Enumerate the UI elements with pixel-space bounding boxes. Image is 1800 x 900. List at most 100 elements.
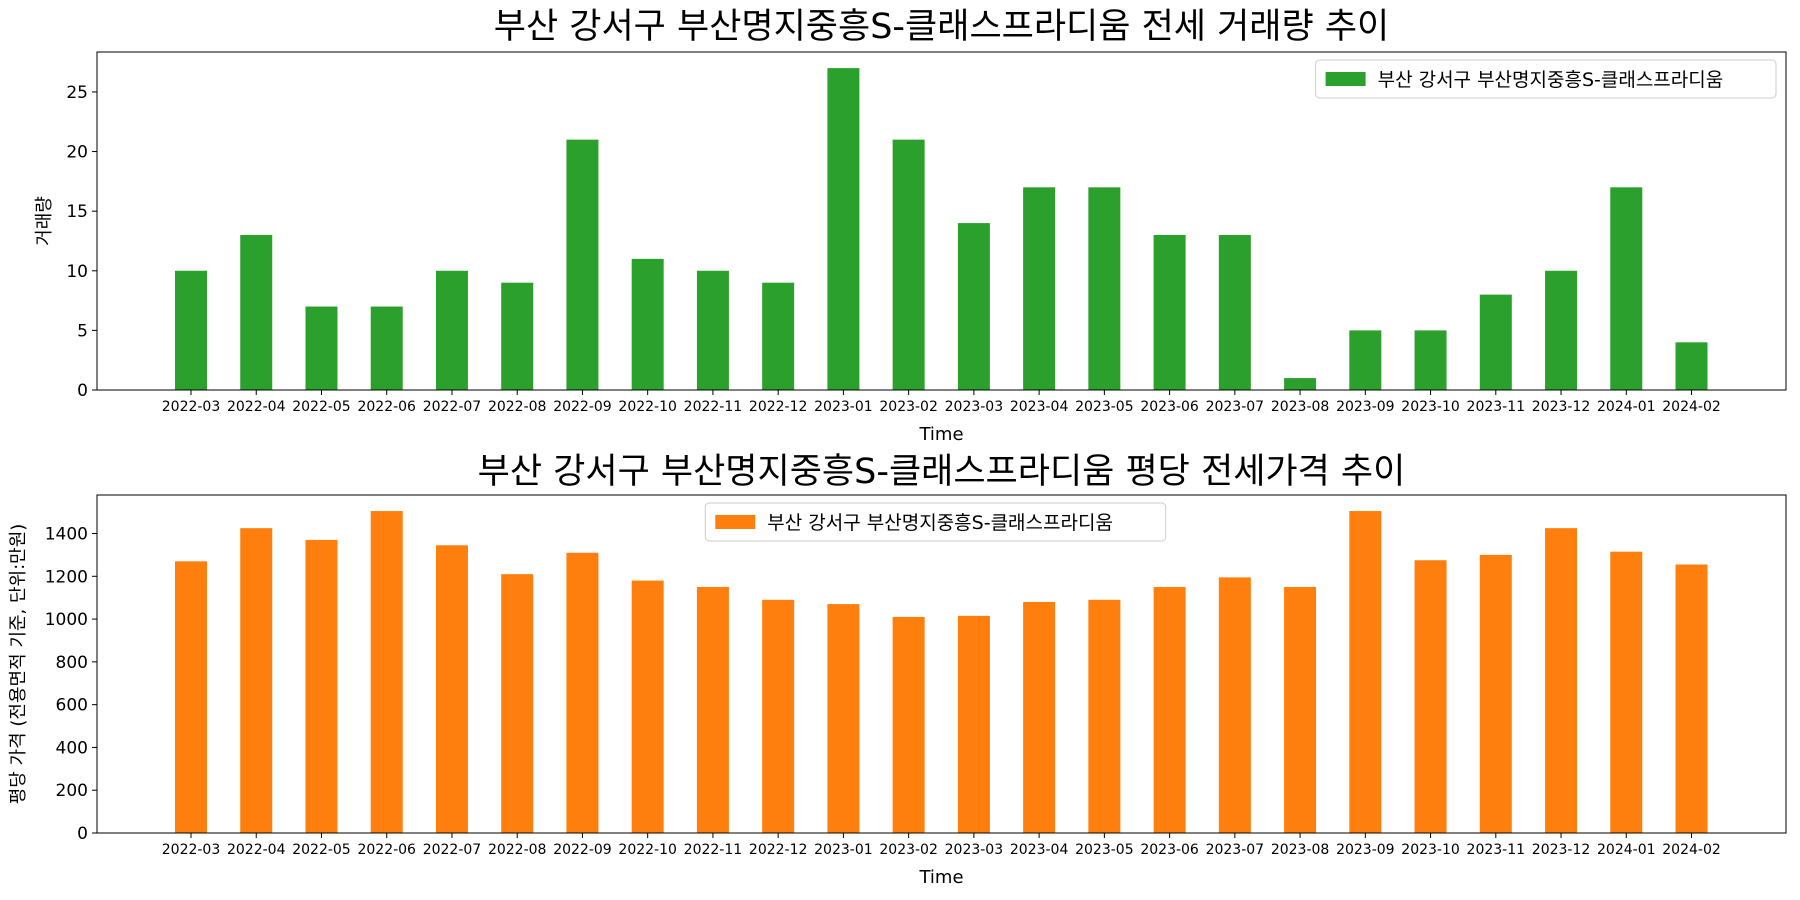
y-axis-label: 평당 가격 (전용면적 기준, 단위:만원) <box>8 524 29 805</box>
legend: 부산 강서구 부산명지중흥S-클래스프라디움 <box>704 502 1167 542</box>
bar-2024-02 <box>1675 564 1708 833</box>
bar-2023-05 <box>1088 187 1121 390</box>
x-tick-label: 2024-01 <box>1597 399 1656 415</box>
x-tick-label: 2023-01 <box>814 842 873 858</box>
x-tick-label: 2023-10 <box>1401 399 1460 415</box>
y-tick-label: 1200 <box>45 567 88 587</box>
x-tick-label: 2023-06 <box>1140 842 1199 858</box>
x-tick-label: 2022-05 <box>292 842 351 858</box>
x-tick-label: 2022-12 <box>749 399 808 415</box>
x-tick-label: 2022-07 <box>423 842 482 858</box>
bar-2023-02 <box>892 616 925 833</box>
y-tick-label: 1400 <box>45 525 88 545</box>
x-tick-label: 2023-04 <box>1010 842 1069 858</box>
x-tick-label: 2023-07 <box>1206 842 1265 858</box>
x-tick-label: 2023-06 <box>1140 399 1199 415</box>
legend-label: 부산 강서구 부산명지중흥S-클래스프라디움 <box>1378 69 1724 91</box>
chart-title: 부산 강서구 부산명지중흥S-클래스프라디움 평당 전세가격 추이 <box>478 452 1406 492</box>
x-tick-label: 2024-02 <box>1662 842 1721 858</box>
bar-2024-02 <box>1675 342 1708 390</box>
bar-2022-05 <box>305 306 338 390</box>
x-tick-label: 2022-10 <box>618 842 677 858</box>
x-tick-label: 2022-09 <box>553 842 612 858</box>
bar-2023-10 <box>1414 330 1447 390</box>
bar-2024-01 <box>1610 187 1643 390</box>
x-tick-label: 2022-10 <box>618 399 677 415</box>
x-tick-label: 2022-11 <box>684 399 743 415</box>
x-tick-label: 2022-08 <box>488 842 547 858</box>
price-chart-panel: 부산 강서구 부산명지중흥S-클래스프라디움 평당 전세가격 추이 2022-03… <box>0 450 1800 900</box>
bar-2023-04 <box>1023 187 1056 390</box>
x-tick-label: 2023-02 <box>879 842 938 858</box>
bar-2022-10 <box>631 580 664 833</box>
x-tick-label: 2022-03 <box>162 842 221 858</box>
plot-frame <box>96 494 1787 834</box>
x-tick-label: 2023-08 <box>1271 399 1330 415</box>
bar-2022-04 <box>240 528 273 833</box>
plot-frame <box>96 51 1787 391</box>
bar-2023-12 <box>1545 270 1578 390</box>
bar-2023-01 <box>827 68 860 390</box>
bar-2022-07 <box>435 270 468 390</box>
bar-2022-03 <box>175 561 207 833</box>
chart-title: 부산 강서구 부산명지중흥S-클래스프라디움 전세 거래량 추이 <box>494 7 1389 47</box>
x-tick-label: 2023-07 <box>1206 399 1265 415</box>
bar-2022-11 <box>696 270 729 390</box>
y-tick-label: 400 <box>56 738 88 758</box>
bar-2023-08 <box>1284 378 1317 390</box>
x-tick-label: 2023-12 <box>1532 399 1591 415</box>
y-tick-label: 10 <box>66 262 88 282</box>
bar-2023-08 <box>1284 586 1317 833</box>
x-tick-label: 2023-01 <box>814 399 873 415</box>
x-tick-label: 2022-12 <box>749 842 808 858</box>
y-tick-label: 600 <box>56 696 88 716</box>
bar-2023-01 <box>827 604 860 833</box>
x-tick-label: 2022-06 <box>357 842 416 858</box>
x-tick-label: 2023-05 <box>1075 399 1134 415</box>
bar-2023-09 <box>1349 511 1382 833</box>
x-tick-label: 2022-09 <box>553 399 612 415</box>
y-tick-label: 0 <box>77 381 88 401</box>
x-tick-label: 2023-02 <box>879 399 938 415</box>
y-tick-label: 200 <box>56 781 88 801</box>
x-tick-label: 2023-04 <box>1010 399 1069 415</box>
volume-chart-panel: 부산 강서구 부산명지중흥S-클래스프라디움 전세 거래량 추이 2022-03 2… <box>34 7 1787 445</box>
x-axis-label: Time <box>918 867 963 888</box>
bar-2022-06 <box>370 306 403 390</box>
y-tick-label: 0 <box>77 824 88 844</box>
bar-2022-08 <box>501 282 534 390</box>
legend: 부산 강서구 부산명지중흥S-클래스프라디움 <box>1315 59 1777 99</box>
bar-2023-06 <box>1153 235 1186 390</box>
y-tick-label: 20 <box>66 143 88 163</box>
bar-2022-11 <box>696 586 729 833</box>
bar-2023-07 <box>1218 577 1251 833</box>
bar-2023-03 <box>957 615 990 833</box>
x-tick-label: 2023-12 <box>1532 842 1591 858</box>
volume-chart: 부산 강서구 부산명지중흥S-클래스프라디움 전세 거래량 추이 2022-03 2… <box>34 7 1787 445</box>
bar-2022-09 <box>566 552 599 833</box>
bar-2023-12 <box>1545 528 1578 833</box>
bar-2023-05 <box>1088 599 1121 833</box>
bar-2023-02 <box>892 139 925 390</box>
x-tick-label: 2024-02 <box>1662 399 1721 415</box>
bar-2023-10 <box>1414 560 1447 833</box>
legend-box <box>1315 59 1777 99</box>
x-tick-label: 2023-03 <box>945 842 1004 858</box>
bar-2022-09 <box>566 139 599 390</box>
x-tick-label: 2022-04 <box>227 842 286 858</box>
bar-2024-01 <box>1610 551 1643 833</box>
x-tick-label: 2022-07 <box>423 399 482 415</box>
bar-2022-04 <box>240 235 273 390</box>
x-tick-label: 2022-11 <box>684 842 743 858</box>
bar-2023-11 <box>1479 294 1512 390</box>
x-tick-label: 2022-05 <box>292 399 351 415</box>
y-tick-label: 25 <box>66 83 88 103</box>
bar-2023-06 <box>1153 586 1186 833</box>
price-chart: 부산 강서구 부산명지중흥S-클래스프라디움 평당 전세가격 추이 2022-03… <box>8 452 1787 888</box>
y-tick-label: 1000 <box>45 610 88 630</box>
legend-box <box>704 502 1167 542</box>
bar-2023-07 <box>1218 235 1251 390</box>
y-tick-label: 15 <box>66 202 88 222</box>
x-tick-label: 2022-08 <box>488 399 547 415</box>
x-tick-label: 2023-11 <box>1467 399 1526 415</box>
